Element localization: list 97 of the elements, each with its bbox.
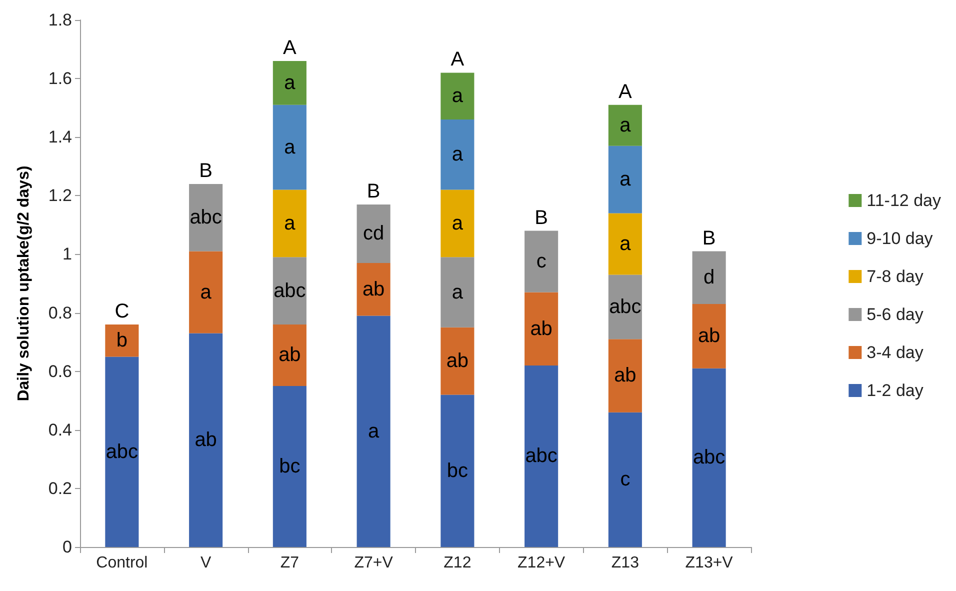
data-label: bc <box>446 460 468 482</box>
bar <box>440 394 474 547</box>
data-label: abc <box>609 296 642 318</box>
y-tick-label: 1.2 <box>48 186 72 206</box>
y-tick-label: 1 <box>62 244 72 264</box>
data-label: a <box>452 85 464 108</box>
data-label: a <box>620 232 632 255</box>
bar <box>440 120 474 190</box>
bar <box>272 386 306 547</box>
data-label: bc <box>279 455 300 478</box>
bar <box>272 104 306 190</box>
data-label: abc <box>525 445 558 468</box>
bar <box>524 230 558 292</box>
y-tick-label: 0.2 <box>48 478 72 498</box>
bar <box>692 304 726 368</box>
data-label: abc <box>190 206 222 229</box>
total-label: C <box>114 300 130 322</box>
data-label: a <box>452 212 464 234</box>
bar <box>608 339 642 412</box>
data-label: a <box>200 281 212 304</box>
x-tick-label: Z7+V <box>354 554 394 572</box>
y-tick-label: 1.4 <box>48 128 72 147</box>
data-label: ab <box>278 344 301 366</box>
x-tick-label: Z13+V <box>685 554 734 572</box>
bar <box>356 204 390 264</box>
bar <box>272 60 306 105</box>
total-label: B <box>199 160 212 182</box>
legend-label: 3-4 day <box>866 343 924 362</box>
bar <box>272 324 306 386</box>
bar <box>608 274 642 340</box>
x-tick-label: Z12+V <box>518 554 566 572</box>
data-label: b <box>116 330 128 352</box>
bar <box>440 72 474 120</box>
data-label: a <box>284 136 296 158</box>
y-axis-title: Daily solution uptake(g/2 days) <box>16 166 32 402</box>
data-label: a <box>284 212 296 234</box>
bar <box>356 263 390 316</box>
x-tick-label: V <box>200 554 212 572</box>
bar <box>356 316 390 547</box>
total-label: A <box>283 36 298 59</box>
data-label: ab <box>614 364 636 387</box>
data-label: a <box>620 114 632 136</box>
bar <box>272 257 306 324</box>
legend-label: 5-6 day <box>866 305 924 324</box>
data-label: ab <box>446 350 469 372</box>
y-tick-label: 1.6 <box>48 69 72 88</box>
total-label: A <box>618 80 633 103</box>
data-label: a <box>620 168 632 191</box>
total-label: B <box>702 227 716 250</box>
y-tick-label: 0 <box>62 538 72 556</box>
total-label: B <box>534 206 548 229</box>
data-label: a <box>452 144 464 166</box>
y-tick-label: 0.8 <box>48 303 72 322</box>
bar <box>692 368 726 547</box>
legend-label: 9-10 day <box>866 229 934 248</box>
bar <box>440 327 474 395</box>
x-tick-label: Control <box>96 554 148 572</box>
x-tick-label: Z7 <box>280 554 300 572</box>
bar <box>608 412 642 547</box>
bar <box>189 251 223 334</box>
data-label: a <box>452 281 464 304</box>
data-label: ab <box>530 318 552 340</box>
data-label: abc <box>274 280 306 302</box>
bar <box>524 365 558 547</box>
y-tick-label: 0.4 <box>48 420 72 440</box>
bar <box>272 190 306 258</box>
bar <box>608 146 642 214</box>
data-label: ab <box>362 278 385 300</box>
data-label: abc <box>692 446 726 469</box>
total-label: A <box>450 48 465 71</box>
bar <box>189 184 223 252</box>
data-label: a <box>368 420 380 442</box>
bar <box>524 292 558 366</box>
data-label: cd <box>363 222 384 245</box>
x-tick-label: Z12 <box>444 554 472 572</box>
data-label: d <box>704 266 715 289</box>
bar <box>440 257 474 328</box>
legend-label: 11-12 day <box>866 191 942 210</box>
total-label: B <box>366 180 380 202</box>
bar <box>105 356 139 547</box>
x-tick-label: Z13 <box>611 554 640 572</box>
legend-label: 1-2 day <box>866 381 924 400</box>
bar <box>608 104 642 146</box>
bar <box>440 190 474 258</box>
y-tick-label: 0.6 <box>48 362 72 381</box>
data-label: c <box>536 250 546 273</box>
data-label: ab <box>194 429 217 452</box>
bar <box>692 251 726 304</box>
data-label: c <box>620 468 630 491</box>
bar <box>189 333 223 547</box>
legend-label: 7-8 day <box>866 267 924 286</box>
data-label: ab <box>698 325 720 348</box>
data-label: abc <box>106 440 138 463</box>
data-label: a <box>284 72 296 94</box>
bar <box>105 324 139 357</box>
bar <box>608 213 642 275</box>
y-tick-label: 1.8 <box>48 10 72 30</box>
